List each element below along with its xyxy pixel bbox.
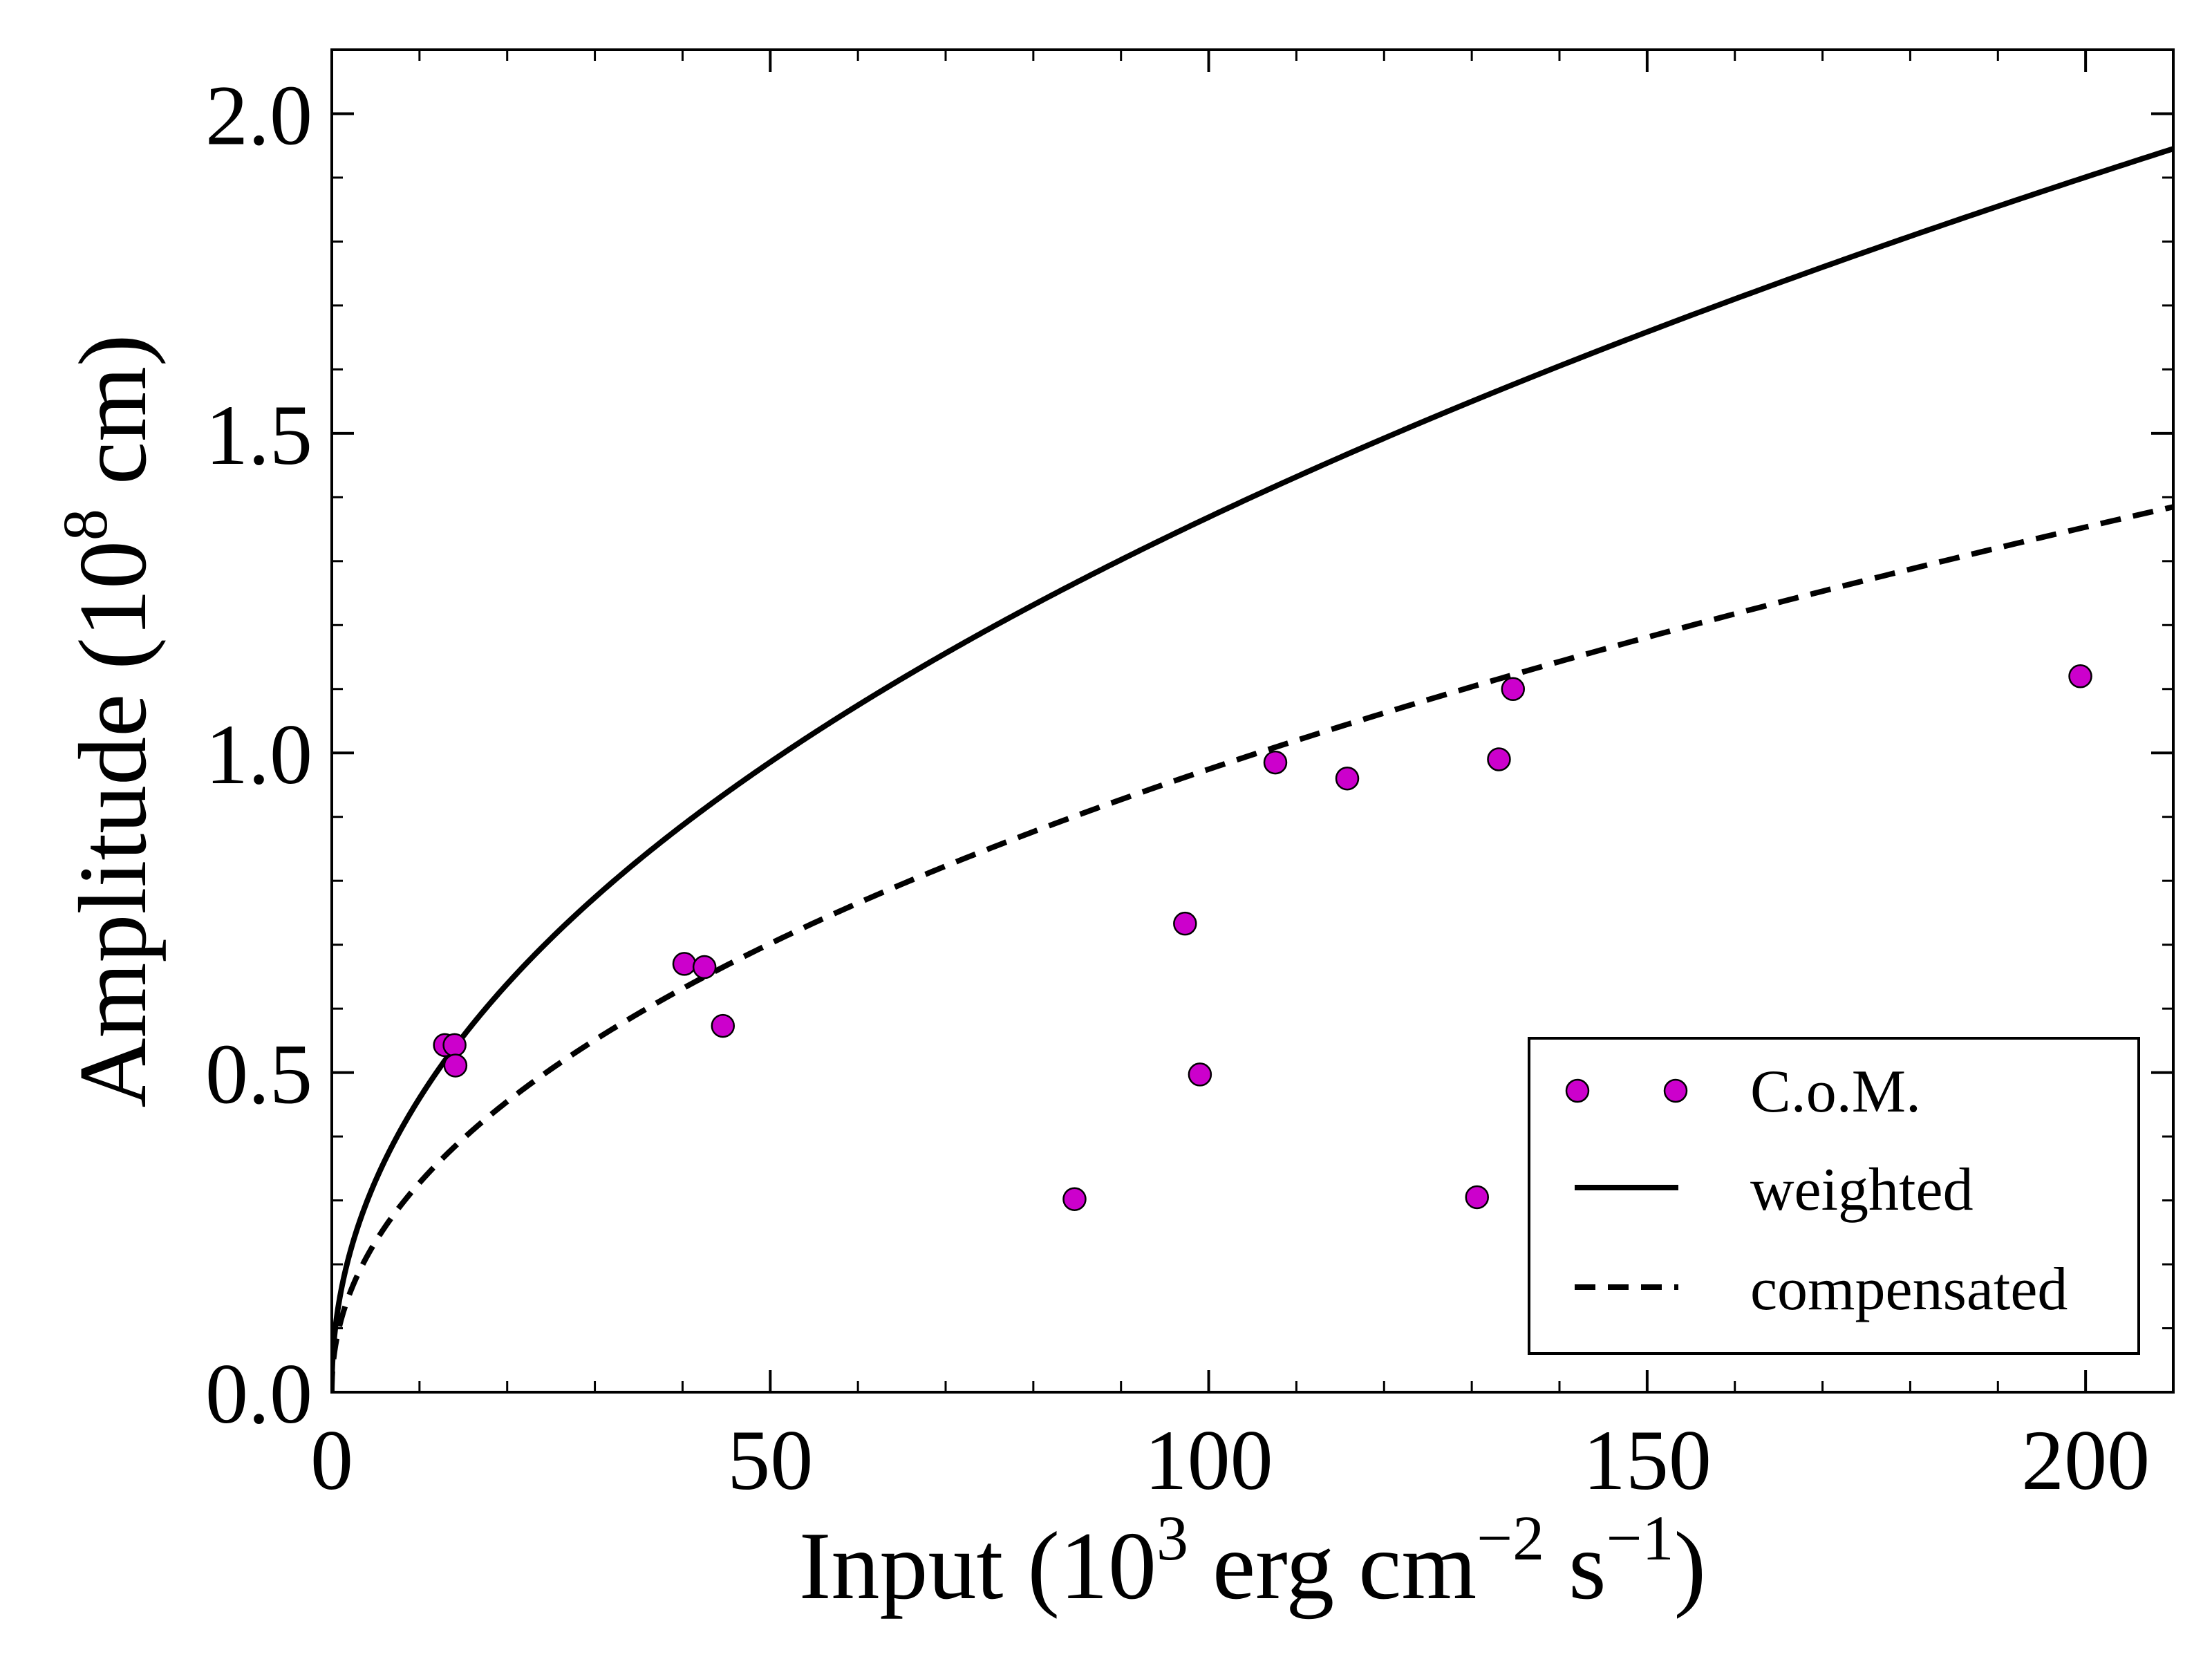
x-tick-label: 50	[727, 1413, 813, 1508]
y-tick-label: 0.0	[205, 1347, 312, 1441]
x-axis-label-exp1: 3	[1156, 1503, 1188, 1573]
legend-marker-com-2	[1663, 1078, 1688, 1103]
legend-label-weighted: weighted	[1750, 1156, 1974, 1224]
data-point-com	[443, 1053, 468, 1078]
data-point-com	[711, 1013, 735, 1038]
x-tick-label: 100	[1145, 1413, 1273, 1508]
data-point-com	[2068, 664, 2092, 688]
y-tick-label: 1.5	[205, 388, 312, 482]
y-tick-label: 0.5	[205, 1027, 312, 1122]
legend: C.o.M. weighted compensated	[1528, 1037, 2140, 1355]
series-line-weighted	[332, 146, 2173, 1392]
data-point-com	[1173, 911, 1197, 936]
x-axis-label-mid: erg cm	[1188, 1512, 1477, 1620]
x-axis-label-exp2: −2	[1477, 1503, 1544, 1573]
data-point-com	[1062, 1187, 1087, 1211]
plot-frame	[330, 48, 2175, 1394]
legend-label-com: C.o.M.	[1750, 1058, 1921, 1125]
y-tick-label: 2.0	[205, 68, 312, 162]
data-point-com	[1501, 677, 1526, 702]
x-axis-label-mid2: s	[1544, 1512, 1606, 1620]
data-point-com	[672, 952, 697, 976]
x-tick-label: 200	[2021, 1413, 2150, 1508]
legend-label-compensated: compensated	[1750, 1256, 2068, 1323]
legend-box	[1528, 1037, 2140, 1355]
series-layer	[332, 146, 2173, 1392]
data-point-com	[1465, 1185, 1490, 1210]
x-tick-label: 150	[1583, 1413, 1712, 1508]
data-point-com	[442, 1033, 467, 1058]
y-axis-label-base: Amplitude (10	[59, 541, 167, 1107]
data-point-com	[1487, 747, 1511, 771]
data-point-com	[1335, 766, 1360, 791]
series-line-compensated	[332, 504, 2173, 1392]
x-axis-label-exp3: −1	[1606, 1503, 1674, 1573]
legend-marker-com-1	[1565, 1078, 1590, 1103]
x-axis-label-base: Input (10	[799, 1512, 1156, 1620]
y-axis-label-exp: 8	[50, 509, 120, 541]
tick-labels: 0 50 100 150 200 0.0 0.5 1.0 1.5 2.0	[205, 68, 2150, 1508]
data-point-com	[1263, 750, 1288, 775]
x-axis-label-end: )	[1674, 1512, 1707, 1620]
data-point-com	[1188, 1062, 1212, 1087]
data-point-com	[692, 955, 717, 980]
y-axis-label-end: cm)	[59, 334, 167, 509]
x-axis-label: Input (103 erg cm−2 s−1)	[799, 1503, 1706, 1620]
x-tick-label: 0	[310, 1413, 353, 1508]
y-axis-label: Amplitude (108 cm)	[50, 334, 167, 1107]
y-tick-label: 1.0	[205, 707, 312, 802]
